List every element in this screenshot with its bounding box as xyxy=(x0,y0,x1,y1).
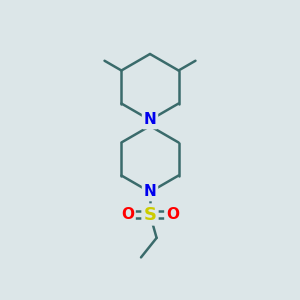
Text: N: N xyxy=(144,184,156,200)
Text: S: S xyxy=(143,206,157,224)
Text: O: O xyxy=(121,207,134,222)
Text: O: O xyxy=(166,207,179,222)
Text: N: N xyxy=(144,112,156,128)
